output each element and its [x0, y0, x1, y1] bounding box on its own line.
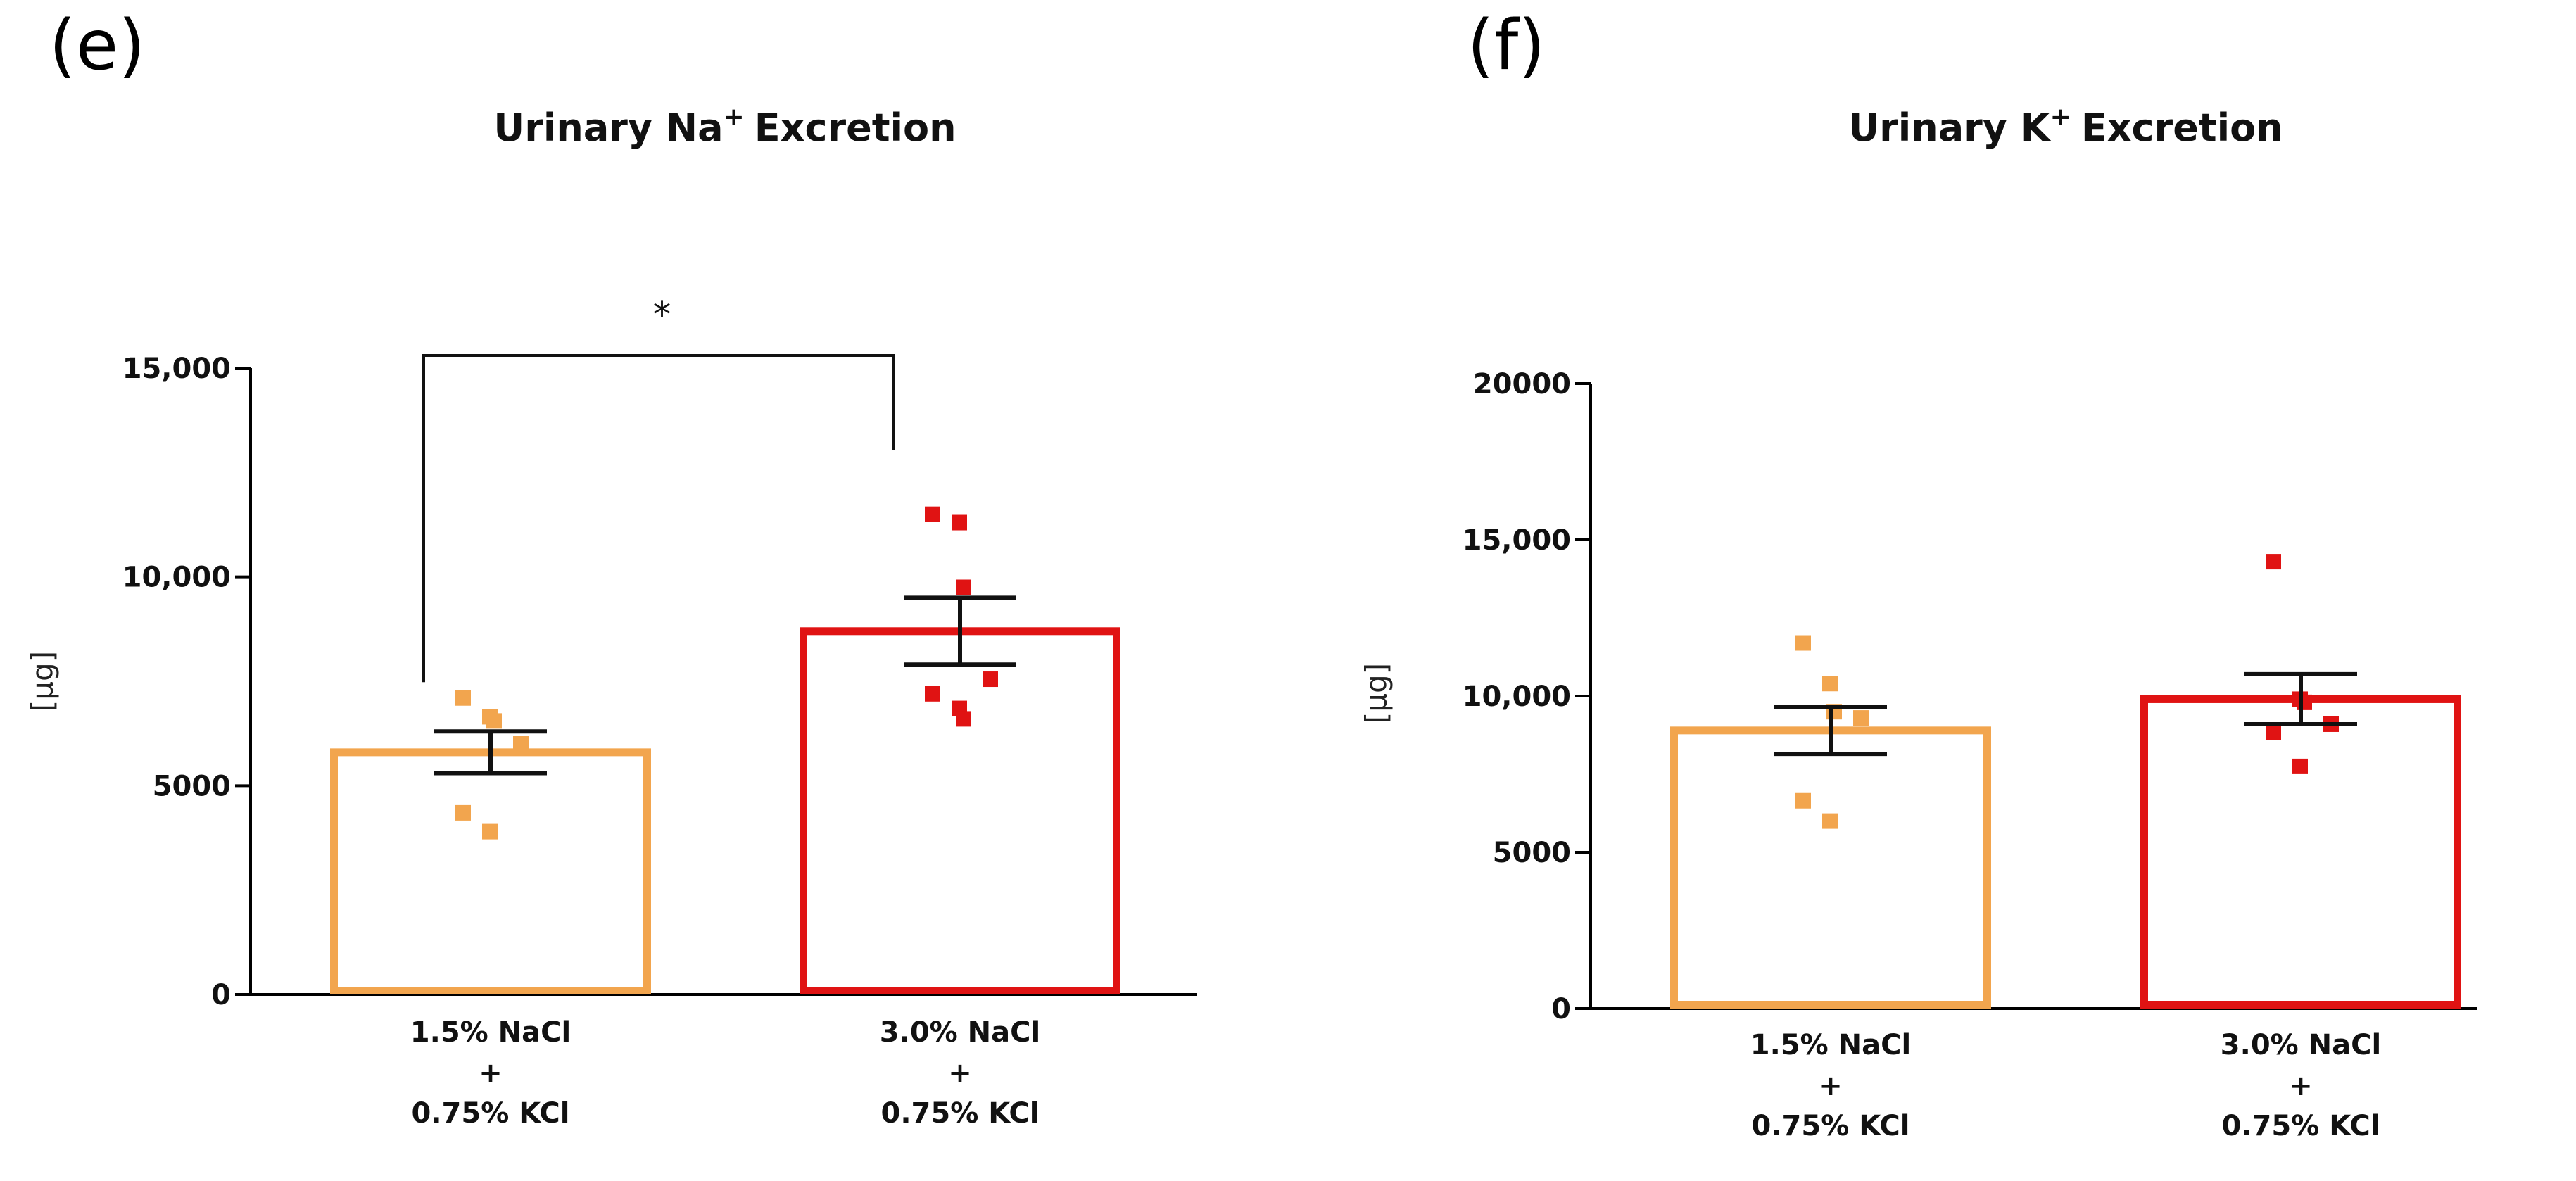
y-axis-label: [µg]	[25, 651, 60, 712]
category-label: 1.5% NaCl	[1750, 1029, 1911, 1061]
title-superscript: +	[724, 103, 745, 132]
category-label: 3.0% NaCl	[2221, 1029, 2381, 1061]
data-point	[1795, 792, 1811, 809]
category-label: 0.75% KCl	[412, 1097, 570, 1130]
category-label: +	[2289, 1070, 2313, 1102]
data-point	[925, 506, 940, 522]
category-label: 0.75% KCl	[2222, 1110, 2380, 1142]
category-label: +	[1819, 1070, 1843, 1102]
data-point	[1822, 813, 1838, 829]
y-tick-label: 0	[1551, 993, 1571, 1025]
data-point	[513, 736, 529, 752]
data-point	[1822, 676, 1838, 692]
data-point	[1853, 710, 1869, 726]
significance-marker: *	[653, 294, 671, 336]
panel-label: (f)	[1467, 6, 1546, 86]
category-label: +	[479, 1057, 503, 1090]
data-point	[983, 671, 998, 688]
chart-urinary-na-excretion: (e)Urinary Na+ Excretion[µg]0500010,00015…	[25, 6, 1197, 1130]
data-point	[2266, 554, 2281, 570]
title-main: Urinary Na	[493, 106, 723, 150]
bar	[1670, 726, 1991, 1009]
title-superscript: +	[2050, 103, 2071, 132]
y-tick-label: 20000	[1473, 368, 1571, 400]
data-point	[956, 579, 971, 595]
data-point	[925, 686, 940, 702]
y-tick-label: 0	[211, 979, 231, 1011]
significance-bracket	[422, 354, 895, 683]
y-tick-label: 15,000	[122, 353, 231, 385]
y-tick-label: 5000	[153, 770, 231, 802]
data-point	[952, 514, 967, 531]
category-label: 0.75% KCl	[881, 1097, 1040, 1130]
panel-label: (e)	[49, 6, 146, 86]
y-tick-label: 15,000	[1463, 524, 1571, 557]
category-label: 0.75% KCl	[1752, 1110, 1910, 1142]
chart-title: Urinary Na+ Excretion	[493, 103, 956, 150]
data-point	[455, 804, 471, 821]
y-tick-label: 10,000	[122, 562, 231, 594]
chart-title: Urinary K+ Excretion	[1848, 103, 2283, 150]
data-point	[455, 690, 471, 706]
y-tick-label: 5000	[1493, 837, 1571, 869]
title-main: Urinary K	[1848, 106, 2052, 150]
data-point	[486, 713, 502, 729]
bar	[800, 627, 1120, 994]
bar	[330, 748, 651, 995]
y-axis-label: [µg]	[1359, 663, 1394, 724]
data-point	[2266, 724, 2281, 740]
data-point	[482, 823, 498, 840]
data-point	[956, 711, 971, 727]
data-point	[1795, 635, 1811, 651]
category-label: 3.0% NaCl	[880, 1016, 1040, 1049]
bar	[2140, 695, 2461, 1009]
title-suffix: Excretion	[2081, 106, 2283, 150]
category-label: +	[948, 1057, 972, 1090]
category-label: 1.5% NaCl	[410, 1016, 571, 1049]
title-suffix: Excretion	[755, 106, 956, 150]
y-tick-label: 10,000	[1463, 681, 1571, 713]
chart-urinary-k-excretion: (f)Urinary K+ Excretion[µg]0500010,00015,…	[1359, 6, 2477, 1142]
data-point	[2292, 758, 2308, 774]
